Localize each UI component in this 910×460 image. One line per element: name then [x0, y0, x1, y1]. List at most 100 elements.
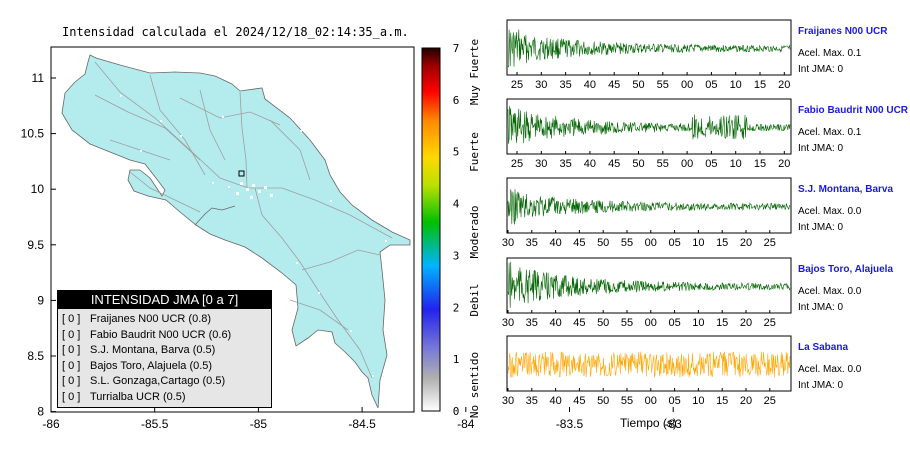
time-tick-label: 20	[740, 237, 752, 249]
station-info: Acel. Max. 0.0 Int JMA: 0	[798, 204, 861, 236]
legend-station-text: S.L. Gonzaga,Cartago (0.5)	[90, 375, 226, 387]
station-name: Fraijanes N00 UCR	[798, 26, 888, 37]
town-dots	[120, 95, 387, 377]
colorbar-tick-label: 3	[453, 249, 460, 262]
time-tick-label: 55	[657, 79, 669, 91]
time-tick-label: 55	[621, 317, 633, 329]
time-tick-label: 20	[740, 395, 752, 407]
time-tick-label: 25	[764, 237, 776, 249]
waveform-trace	[507, 189, 791, 225]
time-tick-label: 10	[692, 237, 704, 249]
time-tick-label: 30	[502, 237, 514, 249]
time-tick-label: 25	[511, 158, 523, 170]
colorbar-ticks: 0 1 2 3 4 5 6 7	[453, 42, 460, 418]
max-acceleration: Acel. Max. 0.0	[798, 286, 862, 297]
time-tick-label: 40	[584, 79, 596, 91]
legend-station-text: Fabio Baudrit N00 UCR (0.6)	[90, 328, 232, 341]
time-tick-label: 30	[502, 395, 514, 407]
station-info: Acel. Max. 0.1 Int JMA: 0	[798, 46, 861, 78]
time-tick-label: 10	[730, 158, 742, 170]
time-tick-label: 20	[740, 317, 752, 329]
lon-tick-label: -85.5	[141, 417, 169, 431]
longitude-axis: -86 -85.5 -85 -84.5 -84 -83.5 -83	[42, 407, 682, 431]
max-acceleration: Acel. Max. 0.1	[798, 127, 862, 138]
lon-tick-label: -84.5	[348, 417, 376, 431]
legend-title: INTENSIDAD JMA [0 a 7]	[58, 291, 271, 309]
legend-station-text: Bajos Toro, Alajuela (0.5)	[90, 359, 213, 372]
time-tick-label: 00	[645, 395, 657, 407]
waveform-trace	[507, 106, 791, 144]
intensity-colorbar	[421, 47, 441, 412]
legend-station-text: Turrialba UCR (0.5)	[90, 390, 186, 403]
time-tick-label: 40	[549, 237, 561, 249]
colorbar-tick-label: 6	[453, 94, 460, 107]
lat-tick-label: 9	[37, 293, 44, 307]
lat-tick-label: 11	[32, 71, 45, 85]
legend-item: [ 0 ] Fabio Baudrit N00 UCR (0.6)	[62, 328, 271, 344]
jma-intensity: Int JMA: 0	[798, 380, 844, 391]
time-tick-label: 45	[573, 317, 585, 329]
time-tick-label: 05	[668, 395, 680, 407]
time-tick-label: 45	[608, 158, 620, 170]
time-tick-label: 20	[778, 79, 790, 91]
colorbar-tick-label: 0	[453, 405, 460, 418]
epicenter-marker	[238, 170, 245, 177]
legend-item: [ 0 ] S.J. Montana, Barva (0.5)	[62, 343, 271, 359]
time-tick-label: 00	[645, 237, 657, 249]
time-tick-label: 35	[559, 79, 571, 91]
time-tick-label: 30	[502, 317, 514, 329]
time-tick-label: 55	[657, 158, 669, 170]
time-tick-label: 10	[730, 79, 742, 91]
lon-tick-label: -85	[250, 417, 268, 431]
lat-tick-label: 9.5	[27, 238, 44, 252]
lat-tick-label: 10	[31, 182, 45, 196]
legend-station-text: Fraijanes N00 UCR (0.8)	[90, 313, 212, 325]
lon-tick-label: -83.5	[556, 417, 584, 431]
legend-item: [ 0 ] S.L. Gonzaga,Cartago (0.5)	[62, 374, 271, 390]
legend-item: [ 0 ] Turrialba UCR (0.5)	[62, 390, 271, 406]
station-info: Acel. Max. 0.0 Int JMA: 0	[798, 362, 861, 394]
time-tick-label: 50	[597, 237, 609, 249]
time-tick-label: 15	[716, 237, 728, 249]
costa-rica-land	[61, 54, 411, 409]
max-acceleration: Acel. Max. 0.1	[798, 48, 862, 59]
time-tick-label: 55	[621, 237, 633, 249]
time-tick-label: 50	[632, 79, 644, 91]
time-tick-label: 40	[549, 395, 561, 407]
time-tick-label: 35	[526, 317, 538, 329]
colorbar-level-label: Debil	[468, 283, 481, 316]
intensity-legend: INTENSIDAD JMA [0 a 7] [ 0 ] Fraijanes N0…	[57, 290, 272, 408]
station-name: Fabio Baudrit N00 UCR	[798, 105, 909, 116]
station-name: S.J. Montana, Barva	[798, 184, 894, 195]
lon-tick-label: -86	[42, 417, 60, 431]
legend-intensity-bracket: [ 0 ]	[62, 328, 81, 341]
max-acceleration: Acel. Max. 0.0	[798, 364, 862, 375]
time-tick-label: 00	[681, 158, 693, 170]
nicoya-gulf-shore	[194, 205, 236, 226]
legend-intensity-bracket: [ 0 ]	[62, 359, 81, 372]
jma-intensity: Int JMA: 0	[798, 64, 844, 75]
time-tick-label: 30	[535, 158, 547, 170]
lon-tick-label: -84	[457, 417, 475, 431]
time-tick-label: 05	[705, 158, 717, 170]
time-tick-label: 25	[511, 79, 523, 91]
time-tick-label: 00	[645, 317, 657, 329]
time-tick-label: 25	[764, 395, 776, 407]
colorbar-tick-label: 2	[453, 301, 460, 314]
time-tick-label: 10	[692, 317, 704, 329]
legend-list: [ 0 ] Fraijanes N00 UCR (0.8) [ 0 ] Fabio B…	[58, 309, 271, 405]
time-tick-label: 50	[597, 395, 609, 407]
station-name: La Sabana	[798, 342, 849, 353]
waveform-trace	[507, 29, 791, 68]
lat-tick-label: 10.5	[21, 127, 45, 141]
colorbar-tick-label: 7	[453, 42, 460, 55]
station-info: Acel. Max. 0.0 Int JMA: 0	[798, 284, 861, 316]
colorbar-tick-label: 5	[453, 146, 460, 159]
time-tick-label: 35	[526, 237, 538, 249]
colorbar-tick-label: 1	[453, 353, 460, 366]
station-info: Acel. Max. 0.1 Int JMA: 0	[798, 125, 861, 157]
legend-intensity-bracket: [ 0 ]	[62, 313, 81, 325]
time-tick-label: 35	[526, 395, 538, 407]
max-acceleration: Acel. Max. 0.0	[798, 206, 862, 217]
time-tick-label: 50	[597, 317, 609, 329]
